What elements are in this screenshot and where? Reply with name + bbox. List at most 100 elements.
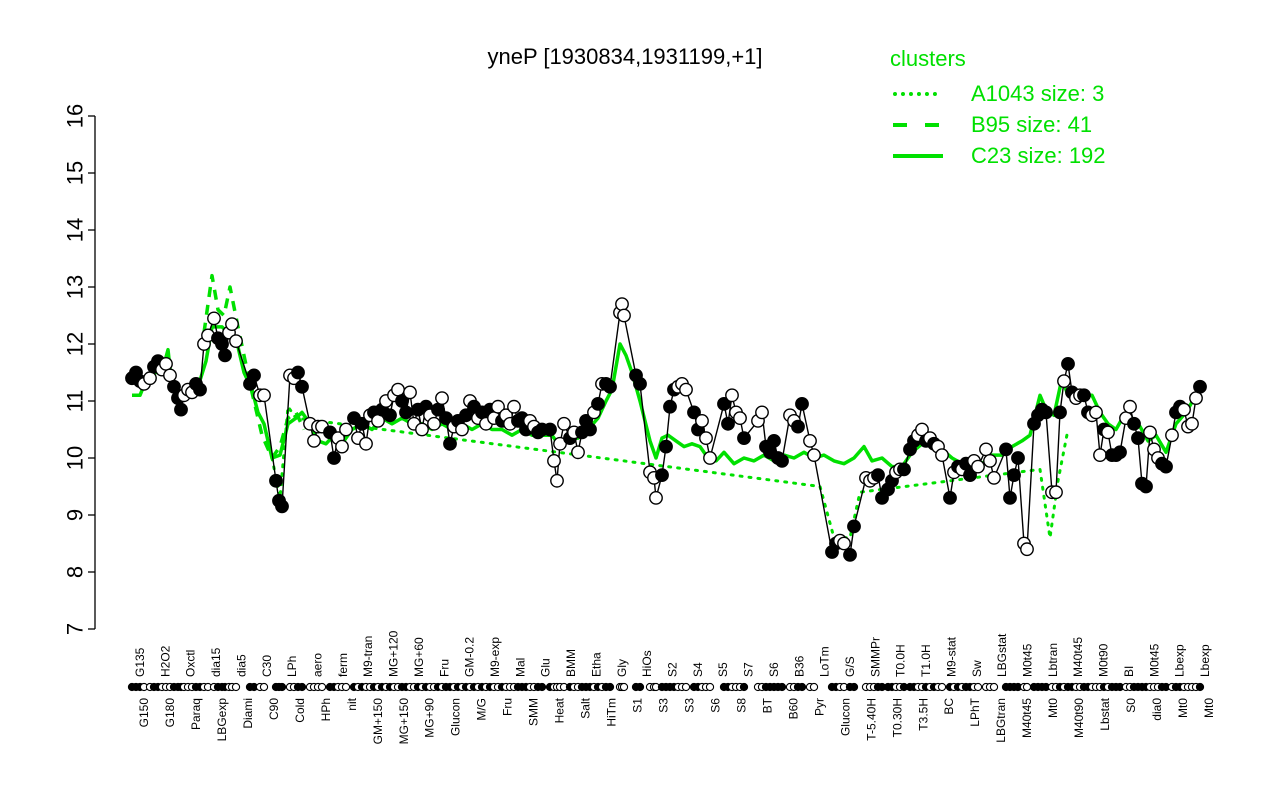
x-tick-label: LBGtran [994, 698, 1008, 743]
data-point [269, 473, 283, 488]
x-tick-label: Mt0 [1176, 698, 1190, 718]
data-point [1020, 542, 1034, 557]
data-point [1139, 479, 1153, 494]
data-point [655, 468, 669, 482]
data-point [1089, 405, 1103, 420]
x-tick-label: G/S [843, 656, 857, 677]
data-point [649, 490, 663, 505]
data-point [1159, 459, 1173, 474]
legend-label: A1043 size: 3 [971, 80, 1105, 106]
data-point [143, 371, 157, 386]
data-point [983, 453, 997, 468]
data-point [455, 422, 469, 437]
data-point [963, 468, 977, 482]
x-tick-label: Mt0 [1202, 698, 1216, 718]
dotted-line-swatch-icon [893, 91, 937, 96]
data-point [795, 396, 809, 411]
data-point [935, 448, 949, 462]
data-point [1057, 374, 1071, 388]
data-point [999, 442, 1013, 457]
data-point [687, 405, 701, 420]
svg-text:14: 14 [63, 218, 88, 242]
data-point [359, 436, 373, 451]
data-point [207, 311, 221, 326]
x-tick-label: M0t45 [1147, 643, 1161, 677]
x-tick-label: M9-tran [361, 636, 375, 677]
legend-label: C23 size: 192 [971, 142, 1106, 168]
data-point [617, 308, 631, 323]
x-tick-label: Glucon [838, 698, 852, 736]
data-point [163, 368, 177, 383]
legend-label: B95 size: 41 [971, 111, 1093, 137]
data-point [427, 416, 441, 431]
category-rug [127, 682, 1205, 692]
data-point [291, 365, 305, 380]
x-tick-label: BMM [564, 649, 578, 677]
x-tick-label: T-5.40H [864, 698, 878, 741]
data-point [391, 382, 405, 397]
data-point [603, 379, 617, 394]
x-tick-label: HiTm [605, 698, 619, 727]
data-point [699, 431, 713, 445]
data-point [807, 448, 821, 462]
x-tick-label: Heat [553, 697, 567, 723]
x-tick-label: G180 [163, 698, 177, 728]
data-point [1011, 451, 1025, 465]
data-point [1053, 405, 1067, 420]
x-tick-label: M9-stat [944, 636, 958, 677]
x-tick-label: HPh [319, 698, 333, 721]
data-point [339, 422, 353, 437]
data-point [775, 453, 789, 468]
data-point [737, 431, 751, 445]
x-tick-label: Sw [970, 660, 984, 677]
data-point [987, 470, 1001, 485]
data-point [491, 399, 505, 414]
x-tick-label: SMMPr [868, 637, 882, 677]
data-point [1165, 428, 1179, 443]
x-tick-label: BI [1122, 666, 1136, 677]
data-point [371, 413, 385, 428]
data-point [215, 337, 229, 351]
y-axis: 7 8 9 10 11 12 13 14 15 16 [63, 104, 96, 635]
data-point [295, 379, 309, 394]
x-tick-label: Lbexp [1173, 644, 1187, 677]
x-tick-label: S5 [716, 662, 730, 677]
solid-line-swatch-icon [893, 153, 943, 158]
x-tick-label: SMM [527, 698, 541, 726]
data-point [703, 451, 717, 465]
data-point [1177, 402, 1191, 417]
data-point [571, 445, 585, 460]
x-tick-label: BC [942, 698, 956, 715]
x-tick-label: Oxctl [184, 650, 198, 677]
chart-title: yneP [1930834,1931199,+1] [487, 44, 763, 69]
data-point [307, 433, 321, 448]
x-tick-label: Lbstat [1098, 697, 1112, 730]
x-tick-label: S6 [708, 698, 722, 713]
x-tick-label: S6 [767, 662, 781, 677]
data-point [275, 499, 289, 514]
data-point [543, 422, 557, 437]
data-point [327, 451, 341, 465]
x-tick-label: S3 [682, 698, 696, 713]
x-tick-label: Lbexp [1198, 644, 1212, 677]
data-point [335, 439, 349, 454]
x-tick-label: dia0 [1150, 698, 1164, 721]
data-point [971, 459, 985, 474]
data-point [615, 297, 629, 311]
data-point [843, 548, 857, 562]
data-point [791, 419, 805, 434]
data-point [443, 436, 457, 451]
x-tick-label: M40t45 [1071, 637, 1085, 677]
x-tick-label: Fru [501, 698, 515, 716]
x-tick-label: M40t90 [1072, 698, 1086, 738]
data-point [1061, 356, 1075, 371]
svg-text:11: 11 [63, 390, 88, 413]
data-point [1093, 448, 1107, 462]
data-point [659, 439, 673, 454]
x-tick-label: Glucon [449, 698, 463, 736]
data-point [1101, 425, 1115, 440]
data-point [383, 408, 397, 423]
x-tick-label: Diami [241, 698, 255, 729]
data-point [847, 519, 861, 534]
